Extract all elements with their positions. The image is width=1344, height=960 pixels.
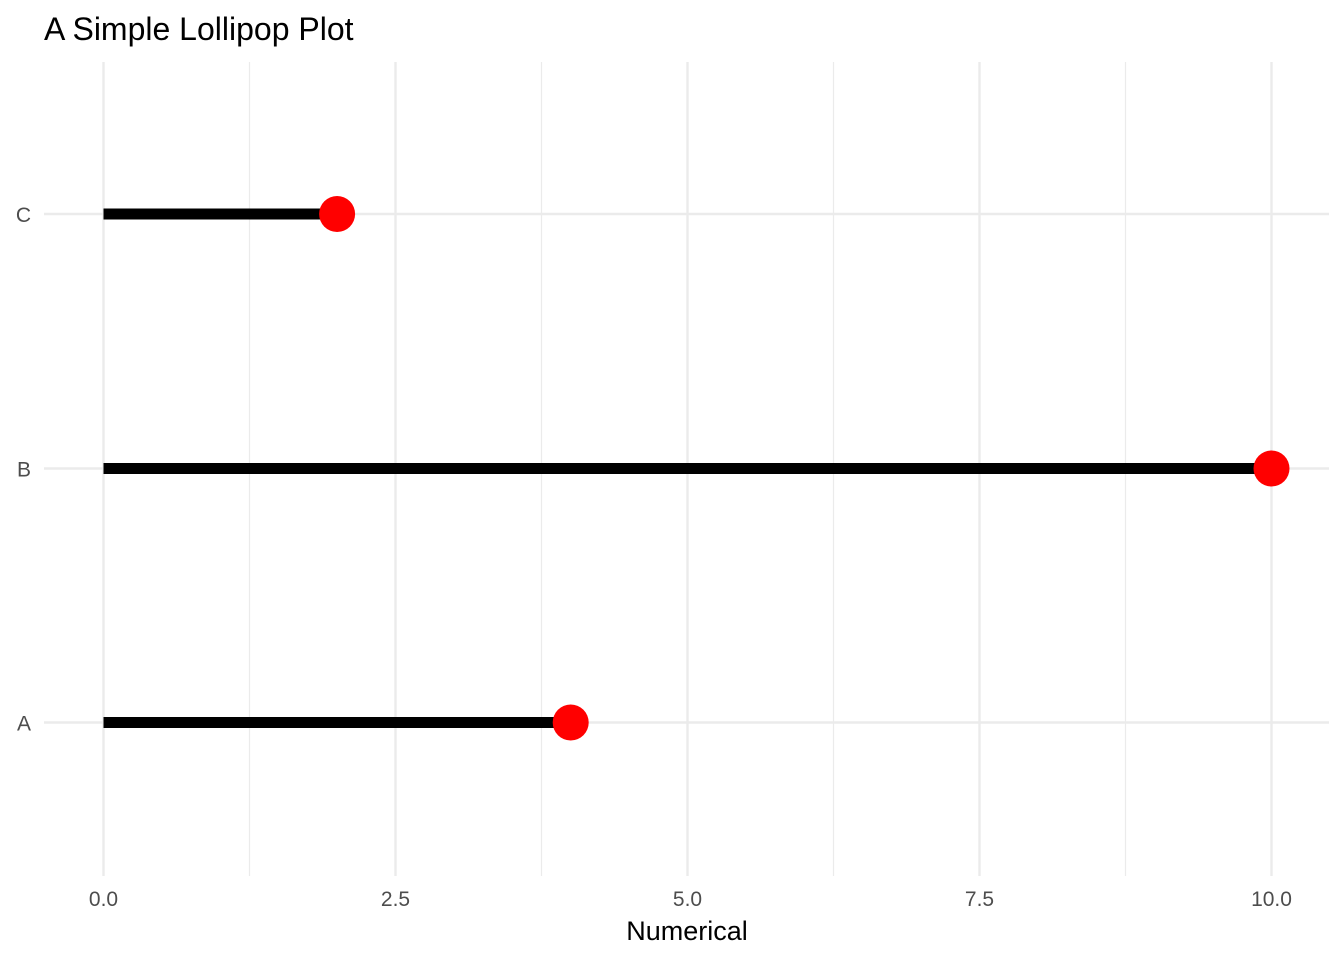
chart-title: A Simple Lollipop Plot — [44, 11, 354, 47]
lollipop-dot-c — [319, 196, 356, 232]
dot-layer — [319, 196, 1290, 741]
x-tick-label: 2.5 — [381, 888, 410, 911]
x-tick-label: 10.0 — [1251, 888, 1292, 911]
lollipop-dot-b — [1253, 450, 1290, 487]
x-tick-label: 0.0 — [89, 888, 118, 911]
x-tick-label: 5.0 — [673, 888, 702, 911]
x-axis-title: Numerical — [626, 916, 748, 946]
y-tick-label-a: A — [17, 713, 31, 736]
lollipop-dot-a — [552, 704, 589, 741]
y-tick-labels: A B C — [16, 204, 31, 736]
y-tick-label-c: C — [16, 204, 31, 227]
stick-layer — [103, 208, 1272, 728]
x-tick-label: 7.5 — [965, 888, 994, 911]
y-tick-label-b: B — [17, 459, 31, 482]
x-tick-labels: 0.0 2.5 5.0 7.5 10.0 — [89, 888, 1292, 911]
